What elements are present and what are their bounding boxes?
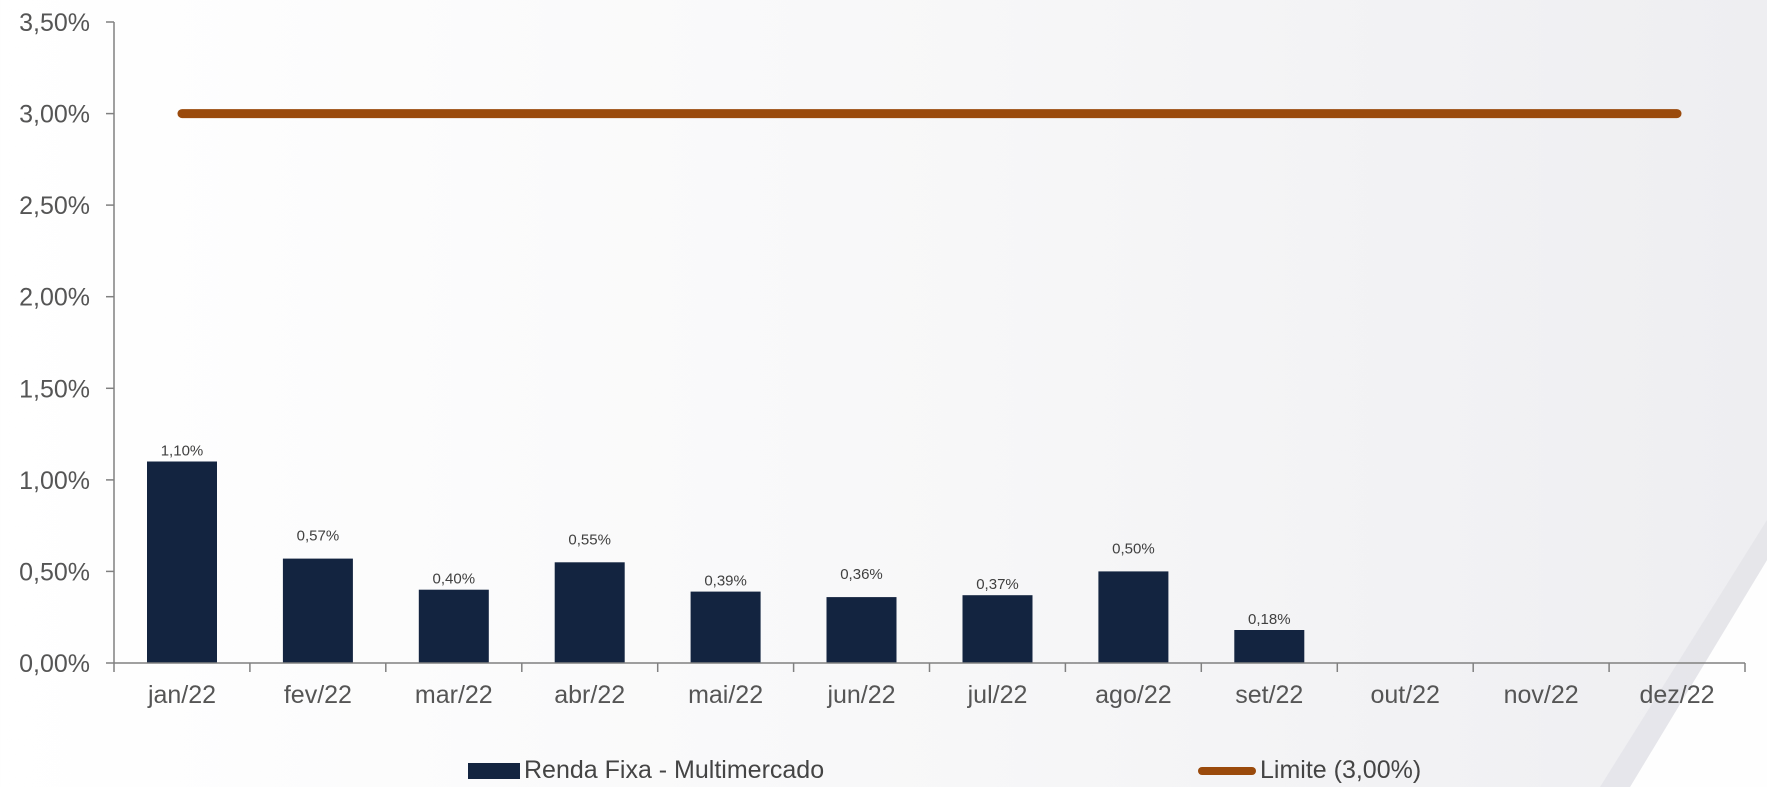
x-tick-label: fev/22 <box>284 681 352 709</box>
x-tick-label: jul/22 <box>967 681 1028 709</box>
x-tick-label: jan/22 <box>147 681 216 709</box>
bar <box>1098 571 1169 663</box>
bar <box>282 558 353 663</box>
x-tick-labels: jan/22 fev/22 mar/22 abr/22 mai/22 jun/22 jul/… <box>147 681 1715 709</box>
bar <box>690 591 761 663</box>
y-tick-label: 1,00% <box>19 467 90 495</box>
x-tick-label: mar/22 <box>415 681 493 709</box>
bar-series <box>147 461 1305 663</box>
background-decoration <box>1600 520 1767 787</box>
bar <box>826 597 897 663</box>
bar <box>962 595 1033 663</box>
y-tick-label: 1,50% <box>19 375 90 403</box>
legend-item-bars: Renda Fixa - Multimercado <box>468 756 824 785</box>
x-tick-label: mai/22 <box>688 681 763 709</box>
corner-decoration-edge <box>1600 520 1767 787</box>
data-label: 0,37% <box>976 576 1019 593</box>
legend-line-swatch <box>1198 766 1256 775</box>
x-tick-label: dez/22 <box>1639 681 1714 709</box>
axes <box>106 21 1746 672</box>
y-tick-label: 2,50% <box>19 192 90 220</box>
x-tick-label: nov/22 <box>1504 681 1579 709</box>
legend-item-line: Limite (3,00%) <box>1198 756 1421 785</box>
data-label: 0,18% <box>1248 611 1291 628</box>
bar <box>1234 630 1305 663</box>
y-tick-label: 3,50% <box>19 9 90 37</box>
data-label: 1,10% <box>161 443 204 460</box>
legend-line-label: Limite (3,00%) <box>1260 756 1422 784</box>
y-tick-label: 3,00% <box>19 101 90 129</box>
y-tick-labels: 0,00% 0,50% 1,00% 1,50% 2,00% 2,50% 3,00% 3,50% <box>19 9 90 678</box>
y-tick-label: 0,50% <box>19 558 90 586</box>
x-tick-label: ago/22 <box>1095 681 1171 709</box>
y-tick-label: 2,00% <box>19 284 90 312</box>
data-label: 0,36% <box>840 566 883 583</box>
legend-bar-label: Renda Fixa - Multimercado <box>524 756 825 784</box>
data-label: 0,50% <box>1112 540 1155 557</box>
y-tick-label: 0,00% <box>19 650 90 678</box>
bar <box>554 562 625 663</box>
data-label: 0,57% <box>297 528 340 545</box>
x-tick-label: abr/22 <box>554 681 625 709</box>
bar <box>147 461 217 663</box>
x-tick-label: set/22 <box>1235 681 1303 709</box>
legend-bar-swatch <box>468 762 520 779</box>
x-tick-label: jun/22 <box>826 681 895 709</box>
data-label: 0,55% <box>568 531 611 548</box>
data-labels: 1,10% 0,57% 0,40% 0,55% 0,39% 0,36% 0,37% 0,50%… <box>161 443 1291 629</box>
data-label: 0,39% <box>704 573 747 590</box>
bar <box>418 589 489 663</box>
x-tick-label: out/22 <box>1370 681 1440 709</box>
data-label: 0,40% <box>433 571 476 588</box>
